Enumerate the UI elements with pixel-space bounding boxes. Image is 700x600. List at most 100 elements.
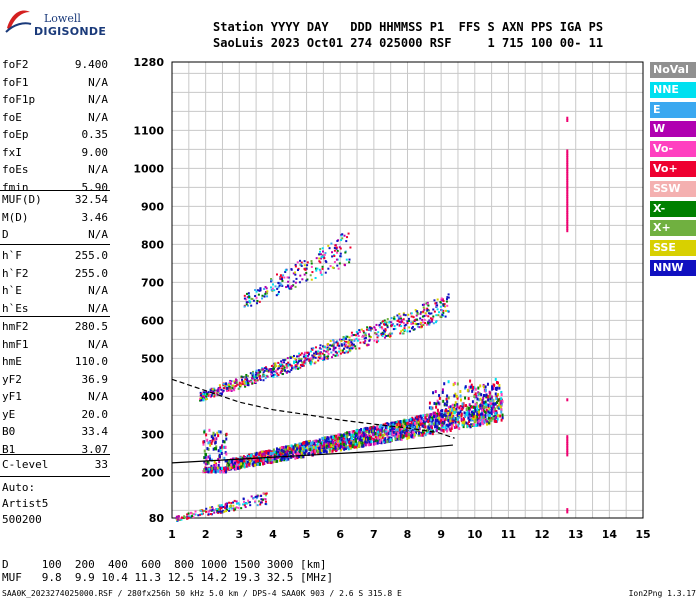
echo-point [280, 370, 283, 373]
echo-point [408, 429, 411, 433]
echo-point [498, 386, 501, 390]
echo-point [301, 450, 304, 454]
echo-point [186, 515, 189, 518]
echo-point [421, 303, 424, 306]
echo-point [490, 411, 493, 415]
echo-point [351, 443, 354, 447]
echo-point [245, 373, 248, 376]
echo-point [566, 439, 569, 443]
echo-point [419, 414, 422, 418]
echo-point [342, 442, 345, 446]
echo-point [217, 510, 220, 513]
echo-point [360, 428, 363, 432]
echo-point [287, 448, 290, 452]
echo-point [384, 333, 387, 336]
echo-point [454, 401, 457, 405]
echo-point [430, 412, 433, 416]
echo-point [340, 448, 343, 452]
echo-point [345, 340, 348, 343]
echo-point [471, 423, 474, 427]
echo-point [383, 321, 386, 324]
echo-point [434, 424, 437, 428]
param-row: M(D) 3.46 [2, 211, 108, 225]
echo-point [485, 408, 488, 412]
echo-point [421, 433, 424, 437]
echo-point [238, 383, 241, 386]
echo-point [376, 441, 379, 445]
echo-point [363, 433, 366, 437]
echo-point [251, 382, 254, 385]
echo-point [298, 357, 301, 360]
echo-point [566, 195, 569, 198]
echo-point [272, 367, 275, 370]
echo-point [233, 458, 236, 462]
echo-point [364, 443, 367, 447]
echo-point [269, 451, 272, 455]
echo-point [392, 328, 395, 331]
echo-point [273, 373, 276, 376]
echo-point [335, 445, 338, 449]
param-name: foE [2, 110, 22, 124]
echo-point [215, 389, 218, 392]
echo-point [218, 384, 221, 387]
echo-point [439, 417, 442, 421]
echo-point [455, 407, 458, 411]
plot-frame [171, 61, 644, 519]
echo-point [345, 350, 348, 353]
echo-point [264, 457, 267, 461]
echo-point [429, 418, 432, 422]
echo-point [417, 323, 420, 326]
echo-point [441, 313, 444, 316]
echo-point [303, 273, 306, 276]
echo-point [213, 392, 216, 395]
echo-point [479, 403, 482, 407]
interference-spur [566, 116, 569, 514]
echo-point [275, 451, 278, 455]
echo-point [206, 393, 209, 396]
echo-point [235, 379, 238, 382]
echo-point [312, 347, 315, 350]
echo-point [414, 416, 417, 420]
echo-point [310, 278, 313, 281]
echo-point [389, 425, 392, 429]
echo-point [292, 272, 295, 275]
echo-point [217, 509, 220, 512]
echo-point [303, 260, 306, 263]
echo-point [311, 348, 314, 351]
echo-point [312, 441, 315, 445]
echo-point [311, 271, 314, 274]
echo-point [250, 495, 253, 498]
echo-point [318, 260, 321, 263]
echo-point [446, 400, 449, 404]
echo-point [286, 276, 289, 279]
echo-point [411, 433, 414, 437]
echo-point [295, 365, 298, 368]
echo-point [383, 319, 386, 322]
echo-point [398, 317, 401, 320]
echo-point [277, 286, 280, 289]
echo-point [410, 321, 413, 324]
echo-point [318, 354, 321, 357]
echo-point [233, 499, 236, 502]
echo-point [453, 416, 456, 420]
echo-point [247, 382, 250, 385]
echo-point [447, 424, 450, 428]
echo-point [388, 436, 391, 440]
echo-point [447, 293, 450, 296]
echo-point [220, 393, 223, 396]
echo-point [331, 266, 334, 269]
echo-point [353, 338, 356, 341]
echo-point [348, 339, 351, 342]
echo-point [325, 450, 328, 454]
echo-point [362, 341, 365, 344]
echo-point [496, 414, 499, 418]
echo-point [210, 441, 213, 445]
echo-point [258, 289, 261, 292]
echo-point [227, 459, 230, 463]
echo-point [225, 502, 228, 505]
echo-point [426, 418, 429, 422]
echo-point [250, 453, 253, 457]
echo-point [455, 425, 458, 429]
echo-point [487, 416, 490, 420]
echo-point [400, 426, 403, 430]
